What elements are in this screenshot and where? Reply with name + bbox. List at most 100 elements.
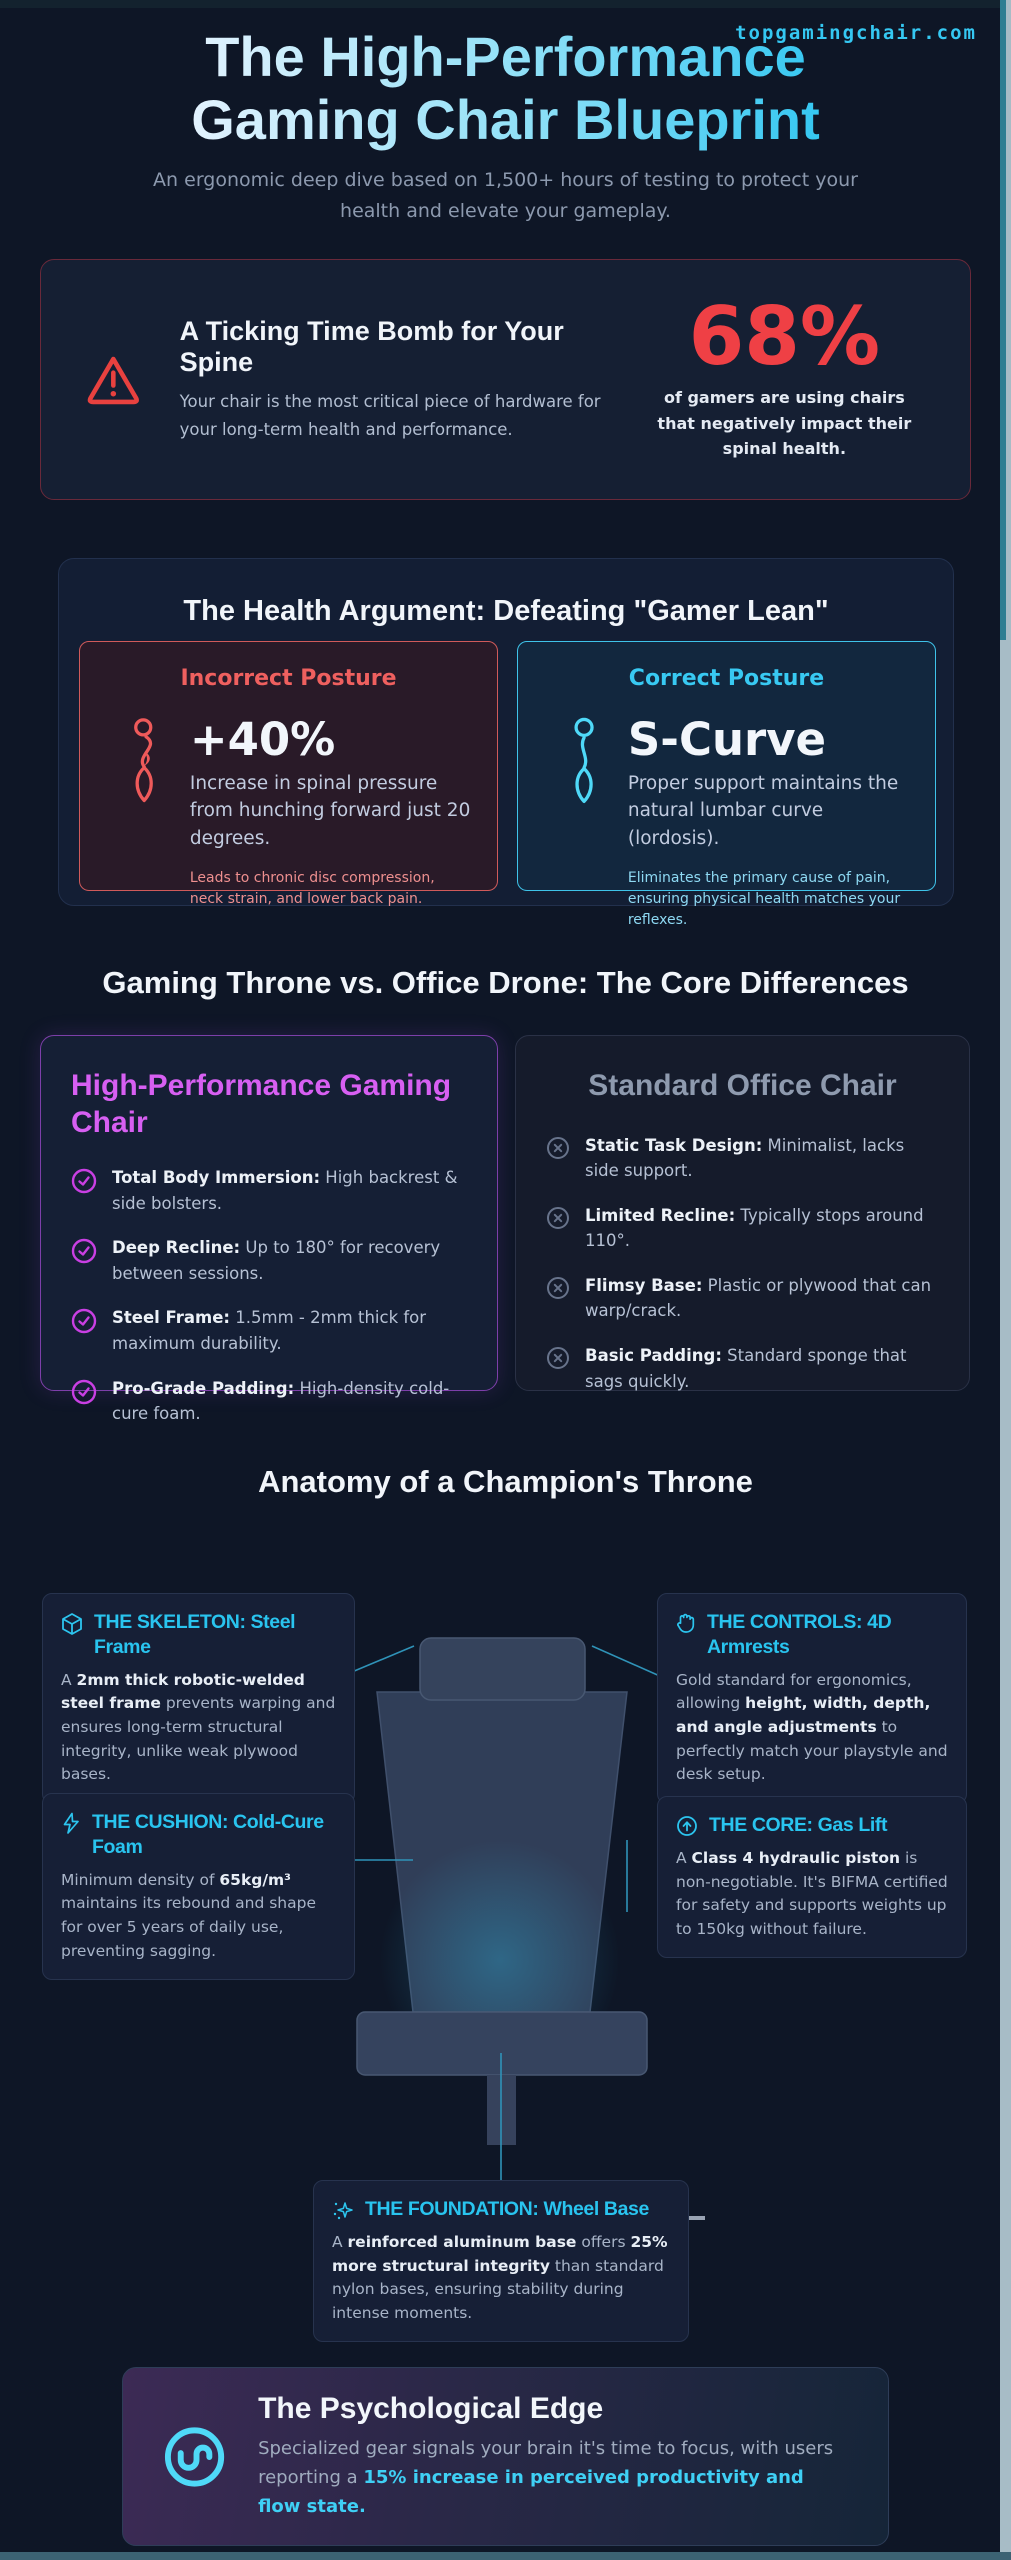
aligned-spine-icon: [574, 717, 594, 804]
skeleton-body: A 2mm thick robotic-welded steel frame p…: [61, 1670, 336, 1784]
item-text: 1.5mm - 2mm thick for maximum durability…: [112, 1308, 427, 1353]
scrollbar-thumb[interactable]: [1000, 0, 1006, 640]
sparkles-icon: [333, 2202, 353, 2220]
anatomy-section: THE SKELETON: Steel Frame A 2mm thick ro…: [0, 1530, 1011, 2343]
item-label: Limited Recline:: [585, 1205, 736, 1225]
page-subtitle: An ergonomic deep dive based on 1,500+ h…: [153, 169, 858, 222]
page-title-line2: Gaming Chair Blueprint: [191, 87, 820, 151]
foundation-body: A reinforced aluminum base offers 25% mo…: [332, 2232, 668, 2322]
warning-triangle-icon: [87, 356, 139, 404]
item-label: Flimsy Base:: [585, 1275, 703, 1295]
correct-posture-text: S-Curve Proper support maintains the nat…: [628, 715, 909, 931]
check-circle-icon: [71, 1379, 97, 1404]
office-chair-card: Standard Office Chair Static Task Design…: [515, 1035, 970, 1391]
comparison-heading: Gaming Throne vs. Office Drone: The Core…: [102, 965, 909, 1000]
incorrect-stat: +40%: [189, 713, 336, 766]
cushion-body: Minimum density of 65kg/m³ maintains its…: [61, 1870, 316, 1960]
item-label: Deep Recline:: [112, 1238, 241, 1258]
warning-title: A Ticking Time Bomb for Your Spine: [179, 316, 564, 378]
anatomy-heading: Anatomy of a Champion's Throne: [258, 1464, 753, 1499]
check-circle-icon: [71, 1309, 97, 1334]
scrollbar[interactable]: [1000, 0, 1011, 2560]
chair-illustration: [337, 1637, 705, 2220]
core-title: THE CORE: Gas Lift: [709, 1814, 888, 1836]
hunched-spine-icon: [134, 718, 153, 803]
correct-posture-row: S-Curve Proper support maintains the nat…: [544, 715, 909, 931]
psych-card: The Psychological Edge Specialized gear …: [122, 2367, 889, 2547]
health-heading: The Health Argument: Defeating "Gamer Le…: [183, 595, 829, 627]
item-text: Standard sponge that sags quickly.: [585, 1345, 907, 1391]
item-text: Minimalist, lacks side support.: [585, 1135, 905, 1181]
list-item: Flimsy Base: Plastic or plywood that can…: [546, 1273, 939, 1324]
hand-icon: [677, 1613, 695, 1633]
list-item: Total Body Immersion: High backrest & si…: [71, 1165, 467, 1216]
x-circle-icon: [547, 1276, 569, 1299]
item-text: Up to 180° for recovery between sessions…: [112, 1238, 441, 1283]
incorrect-posture-card: Incorrect Posture +40% Increase in spina…: [79, 641, 498, 907]
skeleton-title: THE SKELETON: Steel Frame: [94, 1611, 296, 1658]
incorrect-posture-label: Incorrect Posture: [180, 666, 397, 691]
stat-caption: of gamers are using chairs that negative…: [657, 388, 912, 459]
check-circle-icon: [71, 1168, 97, 1194]
stat-68-percent: 68%: [688, 290, 881, 384]
health-section-card: The Health Argument: Defeating "Gamer Le…: [58, 558, 954, 928]
gaming-chair-title: High-Performance Gaming Chair: [71, 1069, 452, 1139]
psych-title: The Psychological Edge: [258, 2392, 604, 2425]
item-label: Steel Frame:: [112, 1308, 231, 1328]
warning-card: A Ticking Time Bomb for Your Spine Your …: [40, 259, 971, 500]
office-chair-title: Standard Office Chair: [588, 1069, 897, 1102]
item-label: Total Body Immersion:: [112, 1168, 321, 1188]
item-text: High backrest & side bolsters.: [112, 1168, 458, 1213]
cushion-title: THE CUSHION: Cold-Cure Foam: [92, 1811, 324, 1858]
correct-desc: Proper support maintains the natural lum…: [627, 772, 899, 850]
list-item: Steel Frame: 1.5mm - 2mm thick for maxim…: [71, 1305, 467, 1356]
check-circle-icon: [71, 1239, 97, 1264]
correct-note: Eliminates the primary cause of pain, en…: [627, 869, 901, 928]
warning-text-block: A Ticking Time Bomb for Your Spine Your …: [180, 316, 605, 442]
warning-stat-block: 68% of gamers are using chairs that nega…: [643, 297, 926, 462]
list-item: Limited Recline: Typically stops around …: [546, 1203, 939, 1254]
incorrect-posture-text: +40% Increase in spinal pressure from hu…: [190, 715, 471, 910]
x-circle-icon: [547, 1206, 569, 1229]
incorrect-posture-row: +40% Increase in spinal pressure from hu…: [106, 715, 471, 910]
item-label: Basic Padding:: [585, 1345, 722, 1365]
page-title-line1: The High-Performance: [205, 25, 806, 88]
chair-seat-base: [356, 2011, 648, 2076]
cube-icon: [62, 1613, 82, 1635]
controls-title: THE CONTROLS: 4D Armrests: [707, 1611, 892, 1658]
incorrect-note: Leads to chronic disc compression, neck …: [189, 869, 435, 907]
controls-body: Gold standard for ergonomics, allowing h…: [676, 1670, 948, 1784]
chair-headrest: [419, 1637, 586, 1701]
correct-stat: S-Curve: [627, 713, 827, 766]
list-item: Pro-Grade Padding: High-density cold-cur…: [71, 1376, 467, 1427]
x-circle-icon: [547, 1346, 569, 1369]
top-accent-bar: [0, 0, 1011, 8]
item-label: Static Task Design:: [585, 1135, 763, 1155]
core-body: A Class 4 hydraulic piston is non-negoti…: [676, 1848, 948, 1938]
list-item: Deep Recline: Up to 180° for recovery be…: [71, 1235, 467, 1286]
psych-text: Specialized gear signals your brain it's…: [258, 2438, 834, 2517]
item-label: Pro-Grade Padding:: [112, 1378, 295, 1398]
core-card: THE CORE: Gas Lift A Class 4 hydraulic p…: [657, 1796, 967, 1959]
bottom-accent-bar: [0, 2552, 1011, 2560]
item-text: Plastic or plywood that can warp/crack.: [585, 1275, 932, 1321]
warning-body: Your chair is the most critical piece of…: [179, 392, 601, 439]
item-text: High-density cold-cure foam.: [112, 1378, 450, 1424]
correct-posture-card: Correct Posture S-Curve Proper support m…: [517, 641, 936, 928]
bolt-icon: [63, 1812, 79, 1834]
incorrect-desc: Increase in spinal pressure from hunchin…: [189, 772, 471, 850]
page-title: The High-Performance Gaming Chair Bluepr…: [0, 26, 1011, 151]
connector-line-controls: [591, 1645, 663, 1678]
item-text: Typically stops around 110°.: [585, 1205, 924, 1251]
skeleton-card: THE SKELETON: Steel Frame A 2mm thick ro…: [42, 1593, 355, 1804]
site-url-link[interactable]: topgamingchair.com: [735, 22, 977, 44]
arrow-up-circle-icon: [677, 1816, 697, 1836]
psych-text-block: The Psychological Edge Specialized gear …: [258, 2392, 850, 2521]
correct-posture-label: Correct Posture: [628, 666, 825, 691]
gaming-chair-card: High-Performance Gaming Chair Total Body…: [40, 1035, 498, 1423]
list-item: Static Task Design: Minimalist, lacks si…: [546, 1133, 939, 1184]
cushion-card: THE CUSHION: Cold-Cure Foam Minimum dens…: [42, 1793, 355, 1981]
list-item: Basic Padding: Standard sponge that sags…: [546, 1343, 939, 1394]
x-circle-icon: [547, 1136, 569, 1159]
